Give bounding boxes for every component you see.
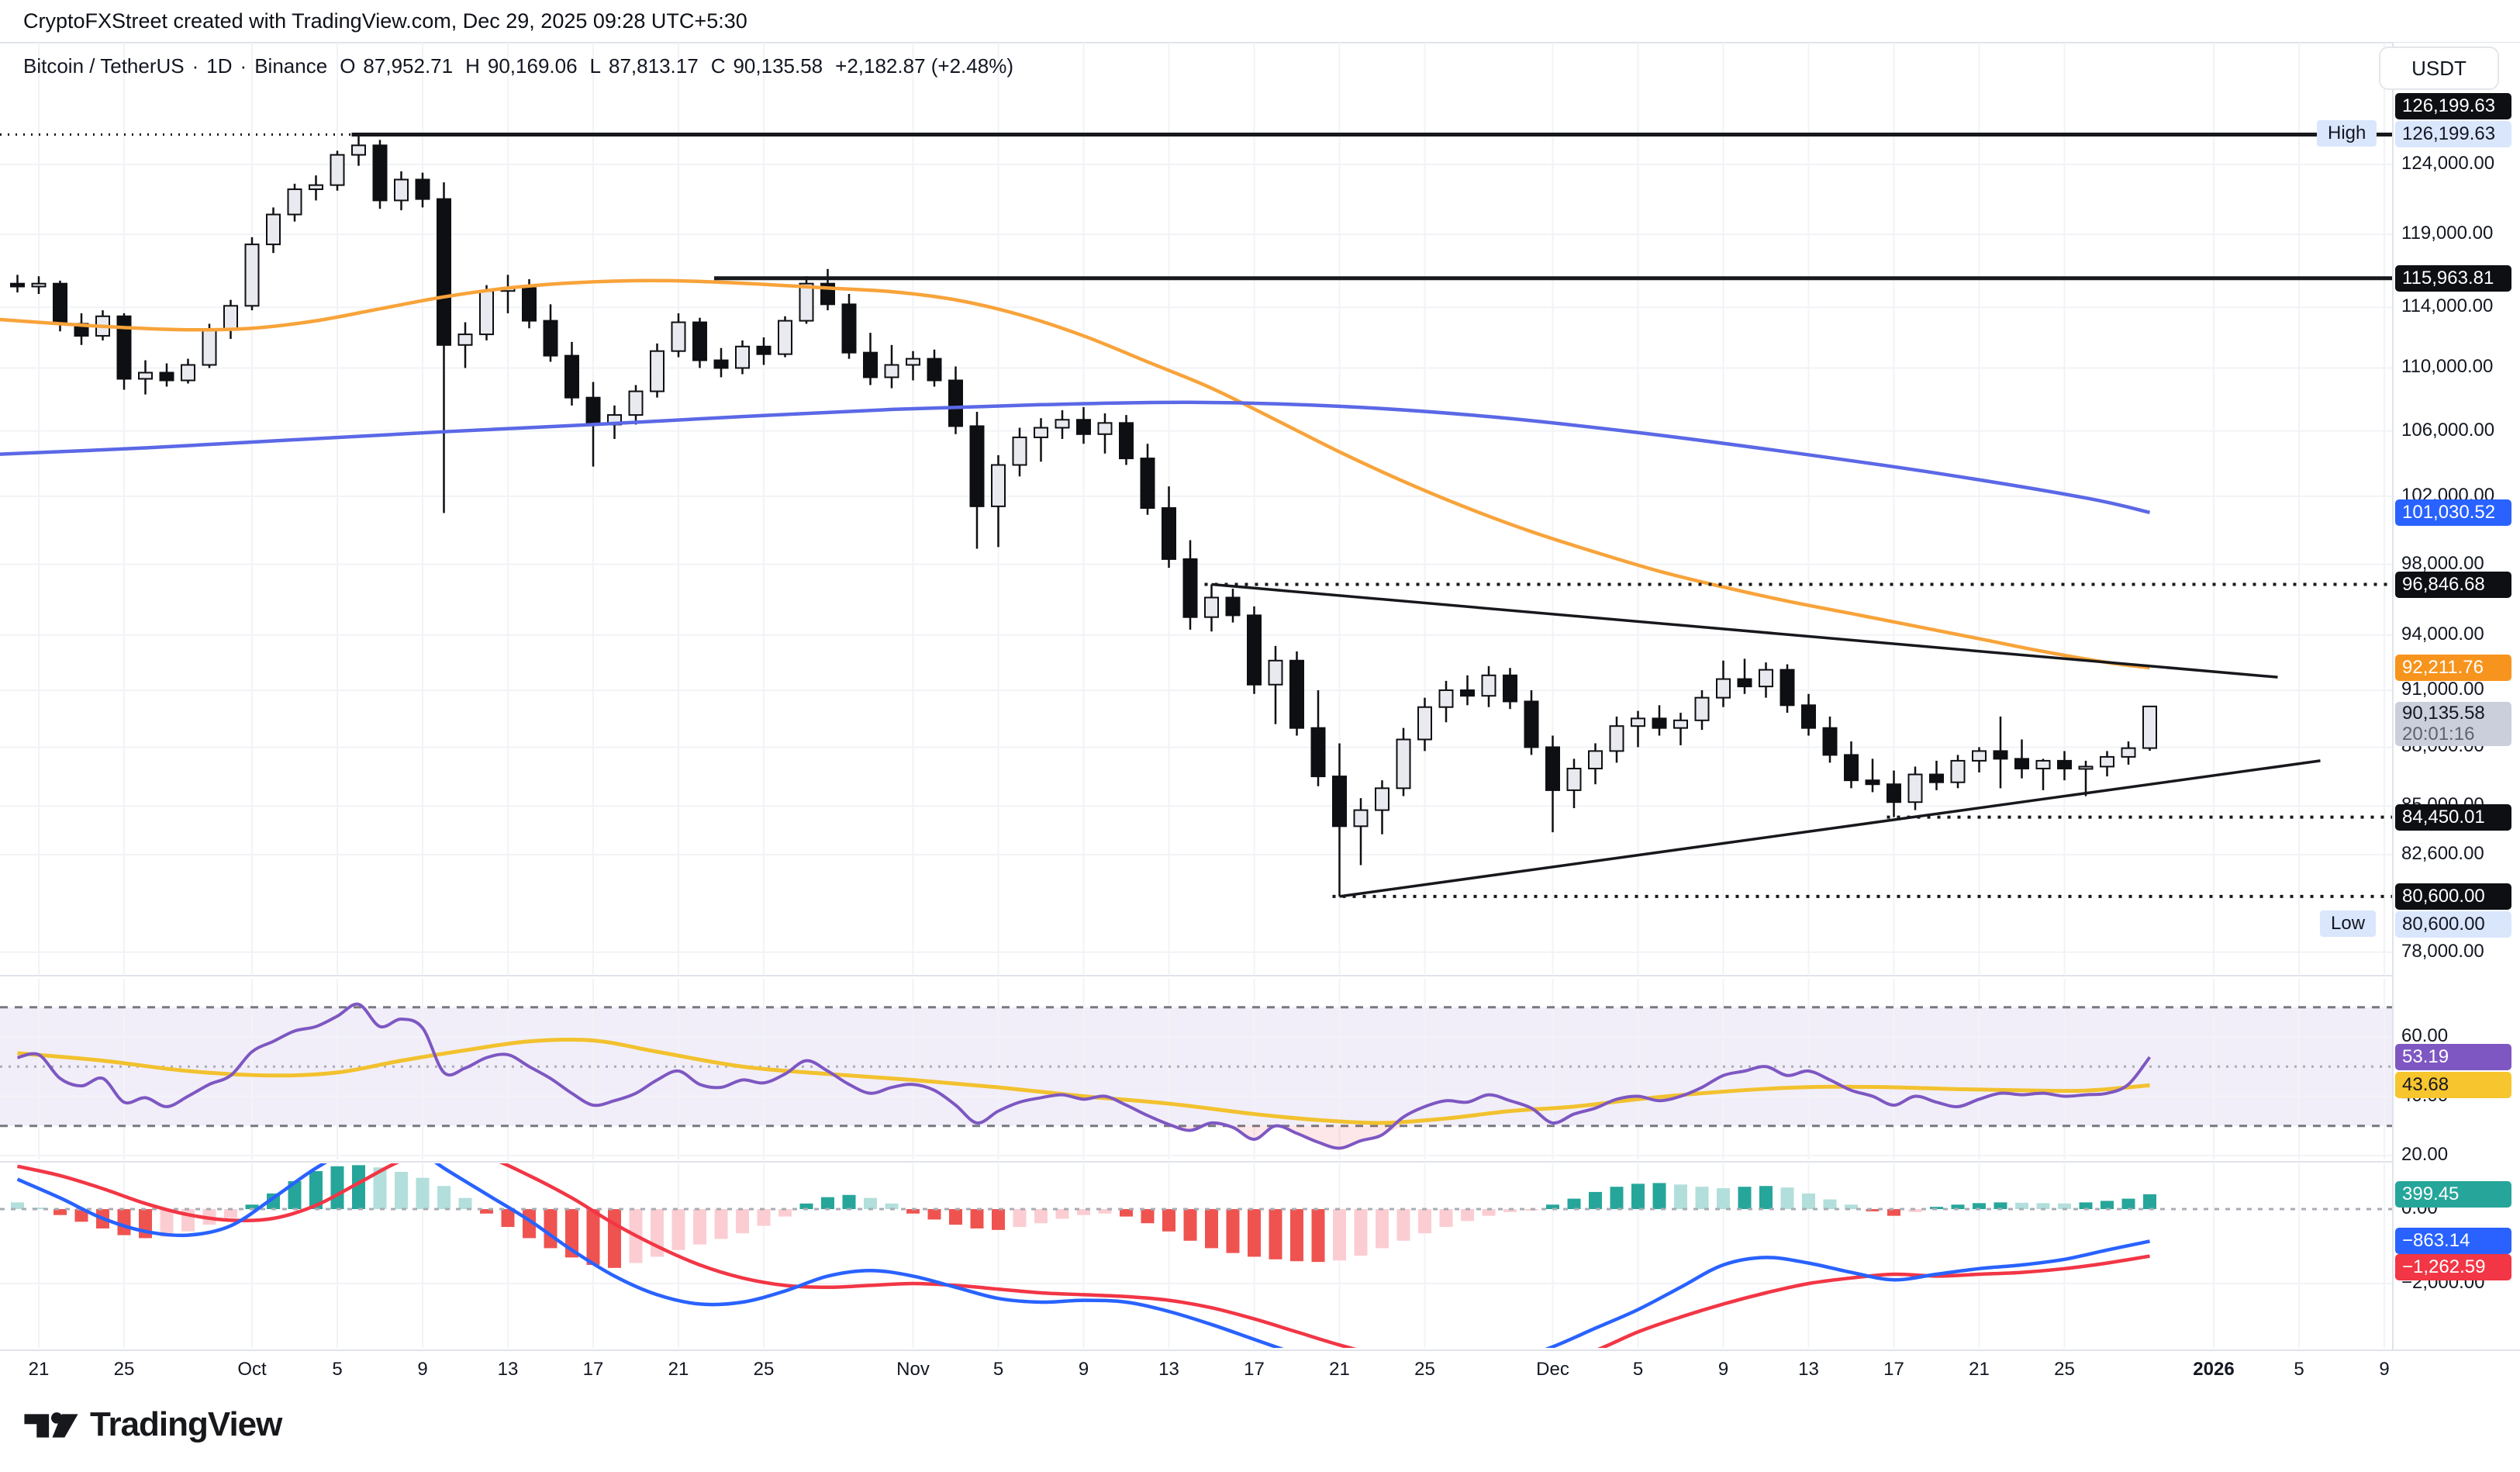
time-tick-label: Oct: [237, 1359, 267, 1380]
ohlc-close-label: C: [710, 54, 726, 78]
time-tick-label: 13: [1798, 1359, 1819, 1380]
time-tick-label: 21: [668, 1359, 689, 1380]
time-tick-label: 5: [1632, 1359, 1644, 1380]
low-label: Low: [2320, 910, 2377, 937]
time-tick-label: 9: [417, 1359, 428, 1380]
price-badge: 96,846.68: [2395, 571, 2511, 598]
price-badge: 92,211.76: [2395, 654, 2511, 681]
axis-tick-label: 98,000.00: [2401, 552, 2484, 574]
time-tick-label: 13: [1158, 1359, 1179, 1380]
time-axis-divider: [0, 1349, 2520, 1351]
ohlc-low-value: 87,813.17: [609, 54, 699, 78]
price-chart-svg[interactable]: [0, 43, 2392, 974]
ohlc-high-label: H: [465, 54, 480, 78]
tradingview-logo-text: TradingView: [90, 1405, 282, 1443]
time-tick-label: Dec: [1536, 1359, 1569, 1380]
time-tick-label: 25: [753, 1359, 775, 1380]
time-tick-label: 13: [497, 1359, 519, 1380]
axis-tick-label: 60.00: [2401, 1025, 2449, 1046]
pane-divider[interactable]: [0, 975, 2520, 976]
time-tick-label: 9: [1717, 1359, 1729, 1380]
axis-tick-label: 78,000.00: [2401, 940, 2484, 962]
axis-tick-label: 91,000.00: [2401, 678, 2484, 700]
legend-interval[interactable]: 1D: [206, 54, 233, 78]
change-value: +2,182.87 (+2.48%): [835, 54, 1013, 78]
rsi-svg[interactable]: [0, 979, 2392, 1159]
time-tick-label: Nov: [896, 1359, 930, 1380]
currency-button[interactable]: USDT: [2379, 47, 2499, 90]
attribution-text: CryptoFXStreet created with TradingView.…: [23, 9, 747, 33]
time-tick-label: 17: [1883, 1359, 1904, 1380]
axis-tick-label: 20.00: [2401, 1144, 2449, 1165]
legend-exchange[interactable]: Binance: [254, 54, 328, 78]
price-badge: 126,199.63: [2395, 121, 2511, 148]
price-pane[interactable]: [0, 43, 2392, 974]
legend-separator: ·: [192, 54, 199, 78]
price-badge: 126,199.63: [2395, 93, 2511, 120]
time-tick-label: 17: [582, 1359, 604, 1380]
price-badge: 80,600.00: [2395, 883, 2511, 910]
rsi-pane[interactable]: [0, 979, 2392, 1159]
ohlc-open-label: O: [340, 54, 356, 78]
ohlc-high-value: 90,169.06: [487, 54, 578, 78]
time-tick-label: 2026: [2193, 1359, 2235, 1380]
header-divider: [0, 42, 2520, 43]
ohlc-open-value: 87,952.71: [363, 54, 454, 78]
ohlc-close-value: 90,135.58: [733, 54, 823, 78]
time-tick-label: 9: [1078, 1359, 1089, 1380]
time-tick-label: 5: [992, 1359, 1004, 1380]
price-badge: 53.19: [2395, 1044, 2511, 1071]
ohlc-low-label: L: [589, 54, 602, 78]
price-badge: 90,135.58 20:01:16: [2395, 701, 2511, 746]
legend-separator: ·: [240, 54, 247, 78]
time-tick-label: 25: [1414, 1359, 1435, 1380]
pane-divider[interactable]: [0, 1161, 2520, 1163]
time-tick-label: 21: [1969, 1359, 1990, 1380]
axis-tick-label: 124,000.00: [2401, 153, 2495, 174]
axis-tick-label: 106,000.00: [2401, 419, 2495, 441]
price-badge: 399.45: [2395, 1180, 2511, 1208]
legend-symbol[interactable]: Bitcoin / TetherUS: [23, 54, 185, 78]
time-tick-label: 17: [1244, 1359, 1265, 1380]
price-badge: 43.68: [2395, 1072, 2511, 1099]
price-badge: −863.14: [2395, 1228, 2511, 1255]
price-badge: −1,262.59: [2395, 1253, 2511, 1280]
axis-tick-label: 119,000.00: [2401, 223, 2494, 244]
price-badge: 80,600.00: [2395, 910, 2511, 938]
price-badge: 84,450.01: [2395, 803, 2511, 831]
time-tick-label: 21: [28, 1359, 50, 1380]
time-tick-label: 25: [113, 1359, 135, 1380]
time-tick-label: 25: [2054, 1359, 2075, 1380]
time-tick-label: 5: [332, 1359, 343, 1380]
time-tick-label: 21: [1329, 1359, 1350, 1380]
axis-tick-label: 82,600.00: [2401, 843, 2484, 865]
macd-pane[interactable]: [0, 1163, 2392, 1348]
axis-tick-label: 110,000.00: [2401, 356, 2494, 378]
tradingview-logo-icon: [24, 1412, 78, 1438]
tradingview-logo[interactable]: TradingView: [23, 1405, 282, 1444]
axis-tick-label: 94,000.00: [2401, 623, 2484, 644]
axis-tick-label: 114,000.00: [2401, 295, 2494, 317]
macd-svg[interactable]: [0, 1163, 2392, 1348]
high-label: High: [2317, 120, 2377, 147]
price-badge: 101,030.52: [2395, 499, 2511, 526]
price-scale[interactable]: [2392, 43, 2520, 1349]
symbol-legend[interactable]: Bitcoin / TetherUS · 1D · Binance O 87,95…: [23, 54, 1013, 78]
time-tick-label: 9: [2379, 1359, 2390, 1380]
time-tick-label: 5: [2294, 1359, 2304, 1380]
price-badge: 115,963.81: [2395, 264, 2511, 292]
